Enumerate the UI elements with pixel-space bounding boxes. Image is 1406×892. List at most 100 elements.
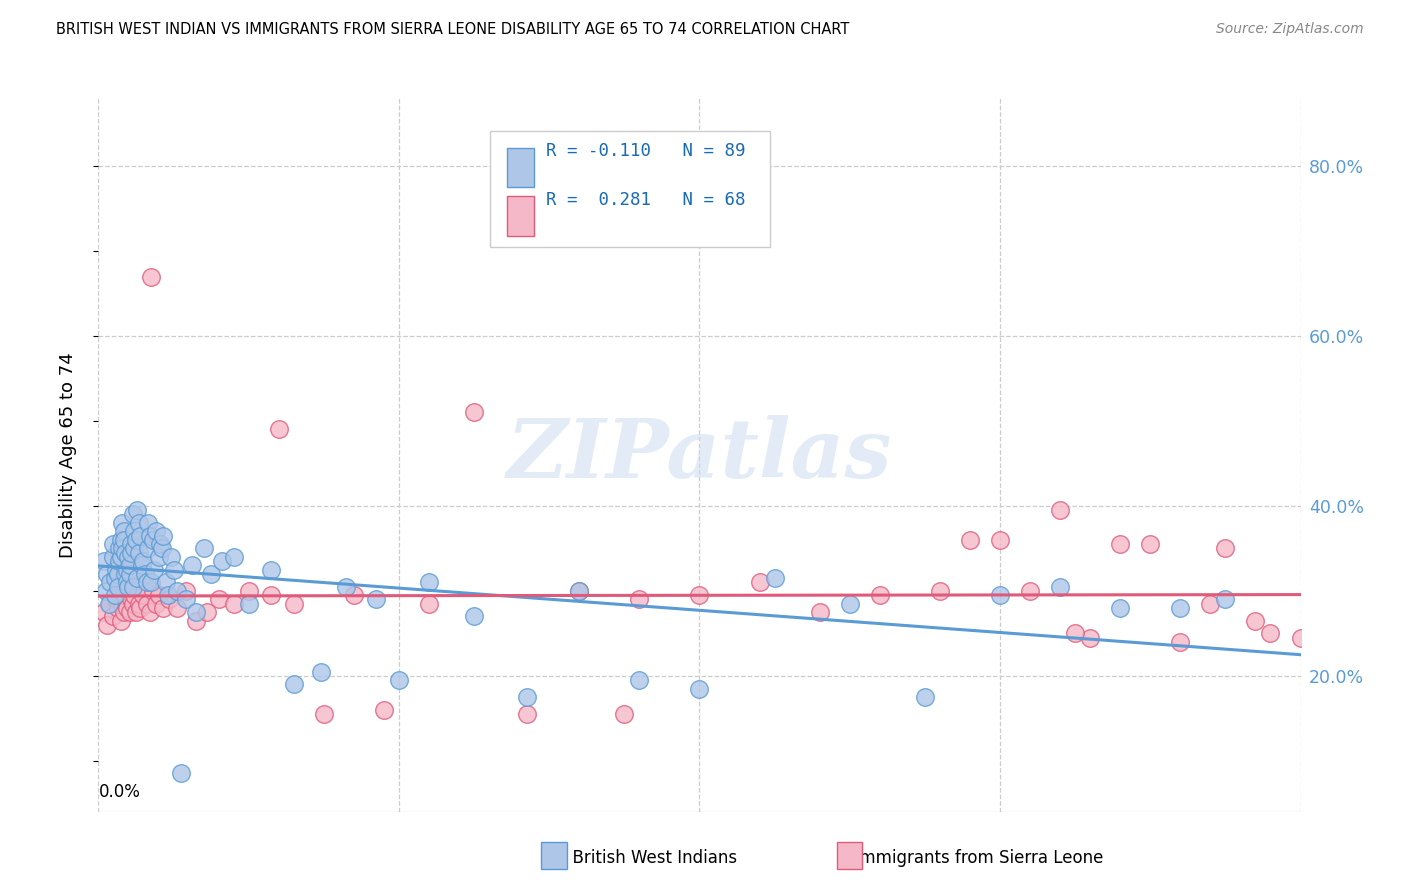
Point: [143, 563, 166, 577]
Point: [103, 549, 125, 564]
Point: [211, 554, 233, 568]
Point: [111, 541, 134, 556]
Point: [838, 597, 860, 611]
Point: [152, 528, 174, 542]
Point: [159, 549, 181, 564]
Point: [114, 546, 136, 560]
Text: R = -0.110   N = 89: R = -0.110 N = 89: [546, 142, 745, 160]
Point: [343, 588, 366, 602]
Point: [808, 605, 831, 619]
Text: 0.0%: 0.0%: [98, 783, 141, 801]
Point: [166, 583, 188, 598]
Point: [108, 554, 131, 568]
Point: [100, 575, 122, 590]
Point: [149, 537, 172, 551]
Point: [283, 677, 305, 691]
Point: [1199, 597, 1222, 611]
Point: [107, 566, 129, 581]
Point: [184, 605, 207, 619]
Point: [145, 597, 167, 611]
Point: [107, 580, 129, 594]
Point: [180, 558, 202, 573]
Point: [128, 546, 150, 560]
Point: [914, 690, 936, 704]
Point: [959, 533, 981, 547]
Point: [122, 508, 145, 522]
Point: [104, 588, 127, 602]
Point: [193, 541, 215, 556]
Point: [928, 583, 950, 598]
Point: [1244, 614, 1267, 628]
Point: [115, 563, 138, 577]
Point: [1289, 631, 1312, 645]
Point: [1049, 580, 1071, 594]
Point: [138, 528, 160, 542]
Point: [869, 588, 891, 602]
Point: [628, 592, 651, 607]
Point: [124, 541, 146, 556]
Point: [124, 588, 146, 602]
Point: [238, 597, 260, 611]
Point: [136, 516, 159, 530]
Point: [125, 533, 148, 547]
Point: [138, 605, 160, 619]
Point: [222, 597, 245, 611]
Point: [114, 588, 136, 602]
Point: [135, 597, 157, 611]
Text: ZIPatlas: ZIPatlas: [506, 415, 893, 495]
Point: [112, 524, 135, 539]
Point: [388, 673, 411, 687]
Point: [1215, 541, 1237, 556]
Point: [139, 269, 162, 284]
Point: [174, 592, 197, 607]
Point: [148, 549, 170, 564]
Point: [516, 706, 538, 721]
Point: [108, 541, 131, 556]
Point: [125, 605, 148, 619]
Point: [373, 703, 395, 717]
Point: [96, 617, 118, 632]
Point: [122, 580, 145, 594]
Point: [238, 583, 260, 598]
Point: [94, 583, 117, 598]
Point: [516, 690, 538, 704]
Y-axis label: Disability Age 65 to 74: Disability Age 65 to 74: [59, 352, 77, 558]
Point: [1215, 592, 1237, 607]
Point: [260, 563, 283, 577]
Point: [121, 537, 143, 551]
Point: [103, 537, 125, 551]
Point: [184, 614, 207, 628]
Point: [103, 609, 125, 624]
Point: [129, 528, 152, 542]
Text: BRITISH WEST INDIAN VS IMMIGRANTS FROM SIERRA LEONE DISABILITY AGE 65 TO 74 CORR: BRITISH WEST INDIAN VS IMMIGRANTS FROM S…: [56, 22, 849, 37]
Point: [105, 563, 128, 577]
Point: [748, 575, 770, 590]
Point: [155, 575, 177, 590]
Point: [132, 588, 155, 602]
Point: [568, 583, 591, 598]
Point: [135, 575, 157, 590]
Point: [136, 541, 159, 556]
Point: [1139, 537, 1161, 551]
Point: [335, 580, 357, 594]
Point: [114, 566, 136, 581]
Point: [121, 592, 143, 607]
Point: [1064, 626, 1087, 640]
Point: [157, 592, 180, 607]
Point: [1049, 503, 1071, 517]
Point: [104, 571, 127, 585]
Point: [613, 706, 636, 721]
Point: [1109, 537, 1132, 551]
Point: [128, 597, 150, 611]
Point: [1168, 600, 1191, 615]
Point: [1109, 600, 1132, 615]
Point: [117, 583, 139, 598]
Point: [115, 600, 138, 615]
Point: [568, 583, 591, 598]
Point: [93, 605, 115, 619]
Point: [418, 575, 440, 590]
Point: [117, 549, 139, 564]
Point: [93, 554, 115, 568]
Point: [110, 614, 132, 628]
Point: [689, 681, 711, 696]
